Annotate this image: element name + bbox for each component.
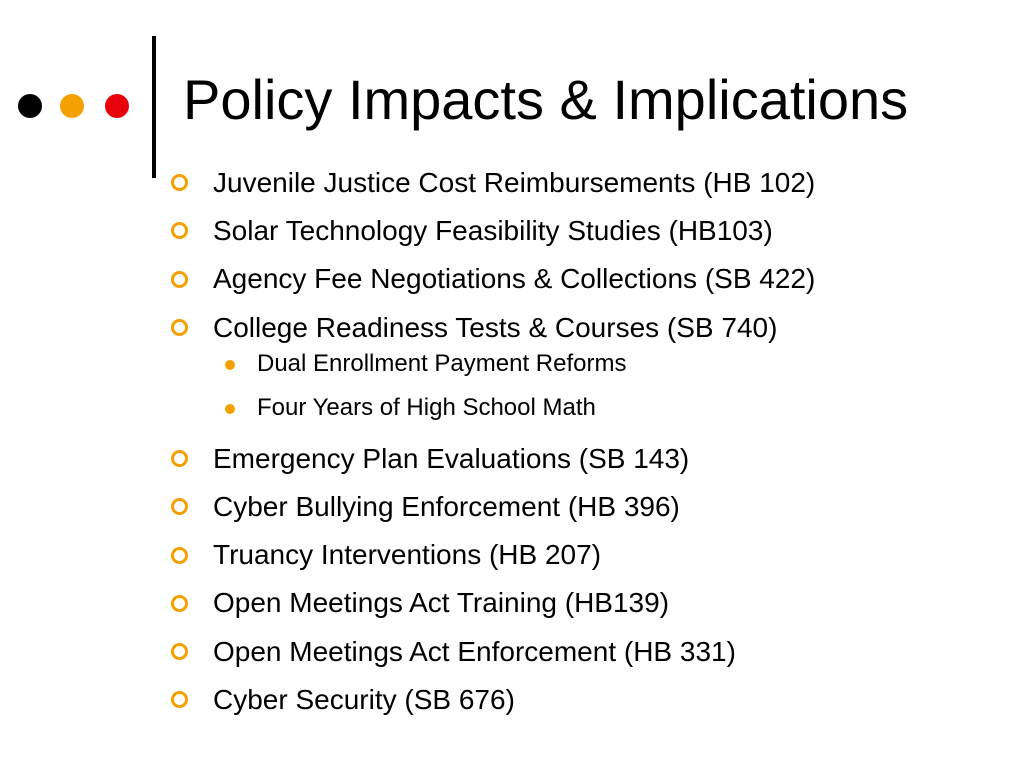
bullet-text: Juvenile Justice Cost Reimbursements (HB… bbox=[213, 167, 816, 198]
bullet-text: Solar Technology Feasibility Studies (HB… bbox=[213, 215, 773, 247]
ring-bullet-icon bbox=[171, 498, 188, 516]
bullet-text: Cyber Security (SB 676) bbox=[213, 683, 515, 715]
bullet-list: Juvenile Justice Cost Reimbursements (HB… bbox=[168, 166, 815, 731]
bullet-text: Truancy Interventions (HB 207) bbox=[213, 539, 602, 571]
sub-bullet-text: Four Years of High School Math bbox=[257, 394, 596, 422]
bullet-item: Solar Technology Feasibility Studies (HB… bbox=[168, 214, 815, 248]
bullet-item: Truancy Interventions (HB 207) bbox=[168, 538, 815, 572]
filled-dot-bullet-icon bbox=[225, 359, 235, 370]
filled-dot-bullet-icon bbox=[225, 403, 235, 414]
slide-title: Policy Impacts & Implications bbox=[183, 68, 909, 131]
ring-bullet-icon bbox=[171, 450, 188, 468]
sub-bullet-list: Dual Enrollment Payment Reforms Four Yea… bbox=[168, 350, 626, 427]
ring-bullet-icon bbox=[171, 270, 188, 288]
bullet-item: Cyber Security (SB 676) bbox=[168, 683, 815, 717]
bullet-item: Agency Fee Negotiations & Collections (S… bbox=[168, 262, 815, 296]
sub-bullet-text: Dual Enrollment Payment Reforms bbox=[257, 350, 627, 378]
bullet-item: Open Meetings Act Enforcement (HB 331) bbox=[168, 635, 815, 669]
bullet-text: College Readiness Tests & Courses (SB 74… bbox=[213, 311, 778, 343]
red-dot-icon bbox=[105, 94, 129, 118]
bullet-text: Cyber Bullying Enforcement (HB 396) bbox=[213, 491, 680, 523]
ring-bullet-icon bbox=[171, 546, 188, 564]
bullet-text: Emergency Plan Evaluations (SB 143) bbox=[213, 442, 690, 474]
bullet-text: Open Meetings Act Training (HB139) bbox=[213, 587, 670, 619]
black-dot-icon bbox=[18, 94, 42, 118]
bullet-item: Cyber Bullying Enforcement (HB 396) bbox=[168, 490, 815, 524]
ring-bullet-icon bbox=[171, 174, 188, 192]
ring-bullet-icon bbox=[171, 318, 188, 336]
ring-bullet-icon bbox=[171, 594, 188, 612]
orange-dot-icon bbox=[60, 94, 84, 118]
sub-bullet-item: Four Years of High School Math bbox=[225, 394, 626, 423]
title-divider bbox=[152, 36, 156, 178]
bullet-text: Agency Fee Negotiations & Collections (S… bbox=[213, 263, 816, 295]
bullet-item: Juvenile Justice Cost Reimbursements (HB… bbox=[168, 166, 815, 200]
ring-bullet-icon bbox=[171, 691, 188, 709]
bullet-text: Open Meetings Act Enforcement (HB 331) bbox=[213, 635, 736, 667]
sub-bullet-item: Dual Enrollment Payment Reforms bbox=[225, 350, 626, 379]
bullet-item: College Readiness Tests & Courses (SB 74… bbox=[168, 311, 815, 428]
bullet-item: Emergency Plan Evaluations (SB 143) bbox=[168, 442, 815, 476]
bullet-item: Open Meetings Act Training (HB139) bbox=[168, 586, 815, 620]
ring-bullet-icon bbox=[171, 222, 188, 240]
ring-bullet-icon bbox=[171, 642, 188, 660]
